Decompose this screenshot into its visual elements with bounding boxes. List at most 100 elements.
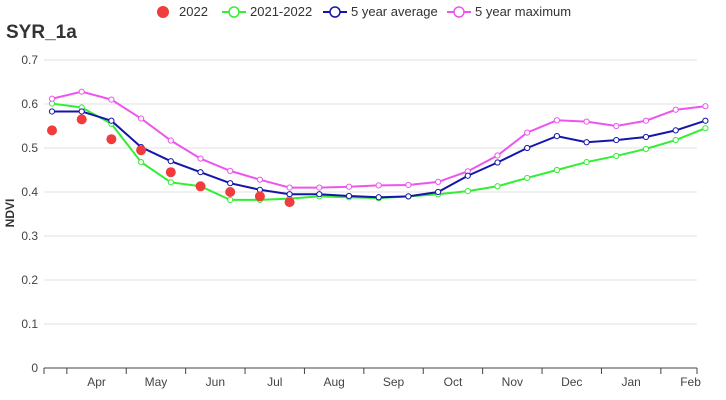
data-point [76,114,87,125]
x-tick-label: Jul [267,375,282,389]
series-layer [47,88,709,208]
x-tick-label: Jan [621,375,640,389]
data-point [613,122,620,130]
data-point [375,182,382,189]
data-point [195,181,206,192]
data-point [138,115,145,122]
data-point [524,144,531,152]
data-point [47,125,57,136]
data-point [284,197,295,208]
legend-item: 2021-2022 [222,4,312,19]
legend-marker [453,6,465,18]
x-tick-label: Apr [87,375,106,389]
series-2022 [47,114,295,208]
data-point [435,188,442,196]
data-point [613,136,620,144]
data-point [494,159,501,166]
legend-marker [157,6,169,18]
y-tick-label: 0.4 [21,185,38,199]
legend-marker [329,6,341,18]
data-point [227,180,234,187]
x-tick-label: May [145,375,168,389]
legend-label: 2021-2022 [250,4,312,19]
data-point [642,117,650,124]
y-tick-label: 0.5 [21,141,38,155]
data-point [375,194,382,201]
legend-marker [228,6,240,18]
data-point [553,117,561,124]
x-tick-label: Sep [383,375,405,389]
y-axis-ticks: 0 0.1 0.2 0.3 0.4 0.5 0.6 0.7 [21,53,38,375]
data-point [286,184,293,191]
series-5-year-average [48,108,709,201]
data-point [345,183,353,190]
x-tick-label: Jun [206,375,225,389]
data-point [48,95,56,102]
legend-label: 2022 [179,4,208,19]
data-point [583,118,590,125]
data-point [494,152,501,159]
data-point [464,188,471,195]
data-point [78,108,85,115]
y-tick-label: 0 [31,361,38,375]
legend-item: 2022 [157,4,208,19]
data-point [553,166,561,174]
data-point [197,169,204,176]
data-point [524,129,531,136]
data-point [78,88,85,95]
chart-title: SYR_1a [6,22,77,43]
legend-label: 5 year maximum [475,4,571,19]
y-tick-label: 0.2 [21,273,38,287]
data-point [167,137,174,144]
data-point [167,158,174,165]
data-point [553,133,561,140]
data-point [642,133,650,141]
data-point [524,174,531,182]
x-tick-label: Nov [502,375,523,389]
data-point [316,184,323,191]
y-axis-label: NDVI [3,199,17,228]
x-tick-label: Oct [444,375,463,389]
data-point [108,117,115,124]
data-point [672,136,679,144]
data-point [405,181,412,189]
grid-lines [44,59,697,325]
data-point [702,103,709,110]
data-point [165,167,176,178]
data-point [197,155,204,162]
data-point [464,172,471,179]
x-tick-label: Dec [561,375,582,389]
data-point [256,176,263,183]
y-tick-label: 0.6 [21,97,38,111]
series-line [51,90,706,189]
x-tick-label: Feb [680,375,701,389]
data-point [583,158,590,166]
data-point [136,145,147,156]
data-point [48,108,56,115]
legend: 2022 2021-2022 5 year average 5 year maximu… [157,4,571,19]
data-point [106,134,117,145]
data-point [642,145,650,152]
legend-item: 5 year average [323,4,438,19]
data-point [702,117,709,124]
data-point [316,191,323,198]
data-point [702,125,709,132]
y-tick-label: 0.3 [21,229,38,243]
data-point [494,183,501,190]
y-tick-label: 0.7 [21,53,38,67]
data-point [227,196,234,204]
series-5-year-maximum [48,88,709,191]
legend-label: 5 year average [351,4,438,19]
y-tick-label: 0.1 [21,317,38,331]
data-point [108,96,115,103]
x-tick-label: Aug [323,375,344,389]
data-point [345,192,353,200]
data-point [672,127,679,134]
data-point [138,158,145,166]
data-point [405,193,412,200]
data-point [167,179,174,186]
data-point [225,187,236,197]
data-point [613,152,620,160]
data-point [227,167,234,174]
